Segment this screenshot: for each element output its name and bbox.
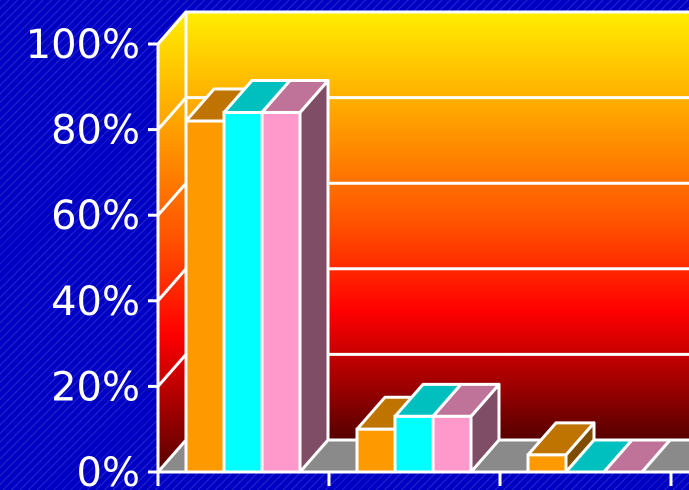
side-wall xyxy=(158,12,186,472)
y-tick-labels: 0% 20% 40% 60% 80% 100% xyxy=(26,22,140,490)
bar-front xyxy=(260,110,302,474)
bar-front xyxy=(184,119,226,474)
bar xyxy=(431,382,501,474)
bar-front xyxy=(431,414,473,474)
bar-front xyxy=(526,453,568,474)
bar-front xyxy=(393,414,435,474)
bar-front xyxy=(355,427,397,474)
bar-side xyxy=(298,78,330,474)
y-tick-label: 40% xyxy=(51,279,140,325)
bar-front xyxy=(222,110,264,474)
axes xyxy=(148,42,689,486)
y-tick-label: 0% xyxy=(77,450,140,490)
bars xyxy=(184,78,672,474)
y-tick-label: 80% xyxy=(51,108,140,154)
bar xyxy=(260,78,330,474)
y-tick-label: 60% xyxy=(51,193,140,239)
y-tick-label: 100% xyxy=(26,22,140,68)
y-tick-label: 20% xyxy=(51,364,140,410)
